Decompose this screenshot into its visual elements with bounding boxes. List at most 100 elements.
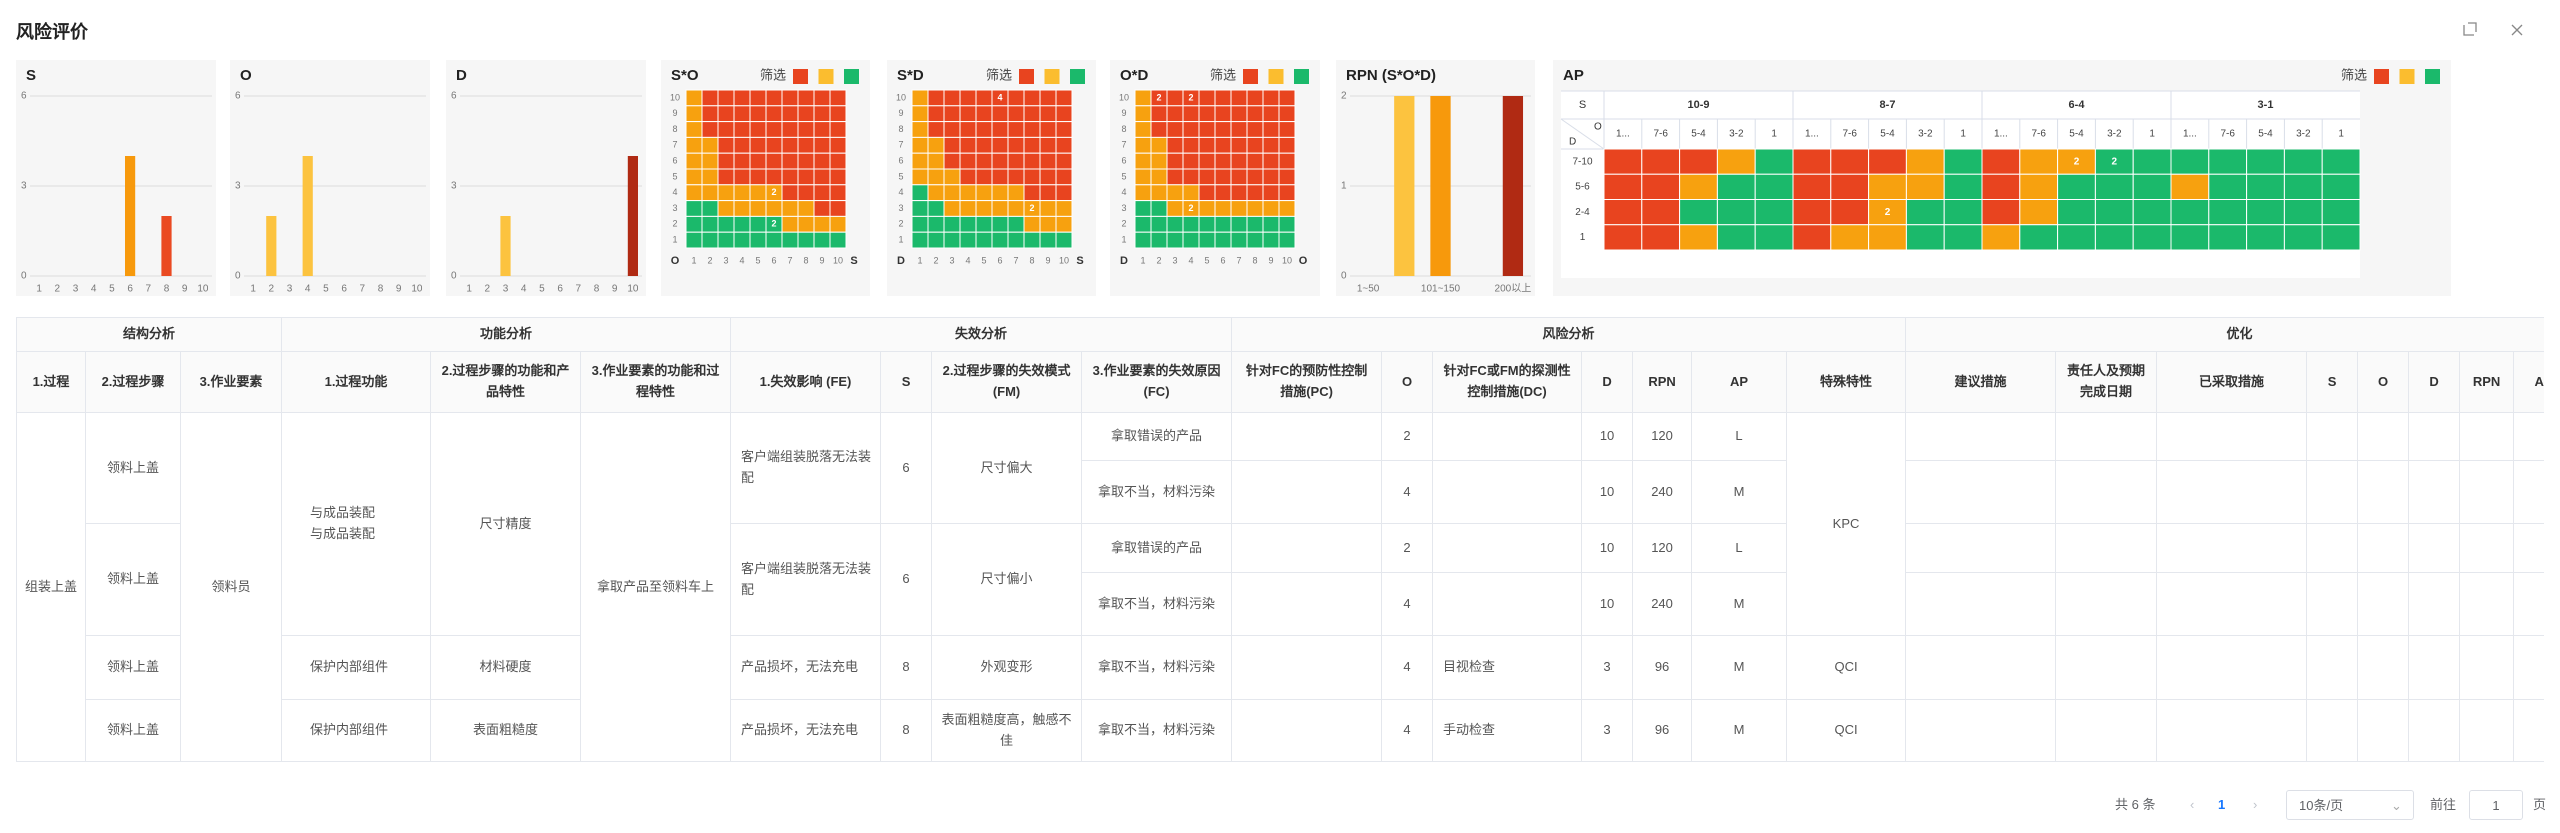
heatmap-cell	[1230, 231, 1248, 249]
y-tick-label: 0	[1341, 271, 1347, 282]
table-cell: 拿取不当，材料污染	[1081, 699, 1233, 762]
current-page[interactable]: 1	[2218, 797, 2226, 812]
table-cell: 96	[1632, 699, 1693, 762]
x-tick-label: 7	[787, 255, 792, 265]
y-tick-label: 1	[898, 234, 903, 244]
matrix-cell	[1603, 199, 1643, 226]
filter-swatch[interactable]	[1268, 69, 1284, 84]
filter-swatch[interactable]	[2374, 69, 2389, 84]
prev-button[interactable]: ‹	[2190, 797, 2195, 812]
heatmap-cell	[975, 168, 993, 186]
expand-icon[interactable]	[2463, 22, 2477, 36]
filter-swatch[interactable]	[793, 69, 808, 84]
filter-swatch[interactable]	[1243, 69, 1258, 84]
column-label: 7-6	[1842, 129, 1857, 140]
heatmap-cell	[975, 136, 993, 154]
heatmap-cell	[975, 231, 993, 249]
filter-swatch[interactable]	[1070, 69, 1085, 84]
x-tick-label: 9	[612, 284, 618, 295]
heatmap-cell	[781, 200, 799, 217]
heatmap-cell	[813, 231, 831, 249]
heatmap-cell	[1039, 200, 1057, 217]
goto-input[interactable]: 1	[2469, 790, 2523, 820]
heatmap-cell	[1023, 168, 1041, 186]
table-cell	[2055, 523, 2158, 573]
matrix-cell	[1868, 224, 1907, 251]
heatmap-cell	[1214, 152, 1232, 170]
heatmap-cell	[1262, 105, 1280, 123]
table-cell: 拿取不当，材料污染	[1081, 572, 1233, 636]
heatmap-cell	[1262, 200, 1280, 217]
filter-swatch[interactable]	[1294, 69, 1309, 84]
table-cell	[2306, 460, 2359, 524]
next-button[interactable]: ›	[2253, 797, 2258, 812]
heatmap-cell	[1134, 200, 1152, 217]
table-cell: 尺寸偏小	[931, 523, 1083, 636]
heatmap-cell	[733, 231, 751, 249]
heatmap-cell	[1198, 152, 1216, 170]
table-cell	[2408, 523, 2461, 573]
matrix-cell	[2019, 199, 2059, 226]
heatmap-cell	[765, 136, 783, 154]
column-header: 特殊特性	[1786, 351, 1907, 413]
heatmap-cell	[1198, 89, 1216, 107]
matrix-cell	[2283, 173, 2323, 200]
heatmap-cell	[1246, 215, 1264, 233]
matrix-cell	[2019, 224, 2059, 251]
heatmap-cell	[1039, 231, 1057, 249]
table-cell	[2357, 460, 2410, 524]
matrix-cell	[2321, 224, 2361, 251]
y-tick-label: 3	[672, 203, 677, 213]
heatmap-cell	[1198, 136, 1216, 154]
y-tick-label: 1	[1121, 234, 1126, 244]
table-row: 领料上盖 客户端组装脱落无法装配 6 尺寸偏小 拿取错误的产品 2 10 120 L	[17, 523, 2544, 636]
heatmap-cell	[701, 200, 719, 217]
filter-label: 筛选	[2341, 67, 2367, 82]
heatmap-cell	[927, 136, 945, 154]
column-header: 3.作业要素的功能和过程特性	[580, 351, 732, 413]
table-cell	[2156, 460, 2308, 524]
filter-swatch[interactable]	[2399, 69, 2415, 84]
heatmap-cell	[781, 168, 799, 186]
table-cell: 96	[1632, 635, 1693, 700]
filter-swatch[interactable]	[844, 69, 859, 84]
matrix-cell	[2170, 173, 2210, 200]
heatmap-cell	[829, 121, 847, 138]
heatmap-cell	[1246, 200, 1264, 217]
y-tick-label: 6	[1121, 155, 1126, 165]
matrix-cell	[2283, 148, 2323, 175]
x-tick-label: 3	[503, 284, 509, 295]
heatmap-cell	[943, 152, 961, 170]
y-tick-label: 4	[1121, 187, 1126, 197]
x-tick-label: 5	[981, 255, 986, 265]
heatmap-cell	[1262, 168, 1280, 186]
heatmap-cell	[911, 200, 929, 217]
heatmap-cell	[813, 89, 831, 107]
heatmap-cell	[1166, 200, 1184, 217]
matrix-cell	[1905, 199, 1945, 226]
close-icon[interactable]	[2511, 24, 2523, 36]
heatmap-cell	[1166, 136, 1184, 154]
filter-swatch[interactable]	[2425, 69, 2440, 84]
heatmap-cell	[1007, 231, 1025, 249]
table-cell	[2357, 635, 2410, 700]
table-cell	[2513, 699, 2544, 762]
heatmap-cell	[1214, 215, 1232, 233]
heatmap-cell	[1023, 215, 1041, 233]
table-cell: M	[1691, 572, 1788, 636]
page-size-select[interactable]: 10条/页 ⌄	[2286, 790, 2414, 820]
filter-swatch[interactable]	[818, 69, 834, 84]
table-cell: 120	[1632, 523, 1693, 573]
table-cell	[2055, 572, 2158, 636]
heatmap-cell	[685, 89, 703, 107]
table-cell	[1432, 412, 1583, 461]
x-tick-label: 6	[997, 255, 1002, 265]
table-cell: 10	[1581, 460, 1634, 524]
filter-swatch[interactable]	[1044, 69, 1060, 84]
heatmap-cell	[1166, 231, 1184, 249]
x-tick-label: 6	[771, 255, 776, 265]
heatmap-cell	[701, 136, 719, 154]
filter-swatch[interactable]	[1019, 69, 1034, 84]
cell-count: 2	[1156, 92, 1161, 102]
